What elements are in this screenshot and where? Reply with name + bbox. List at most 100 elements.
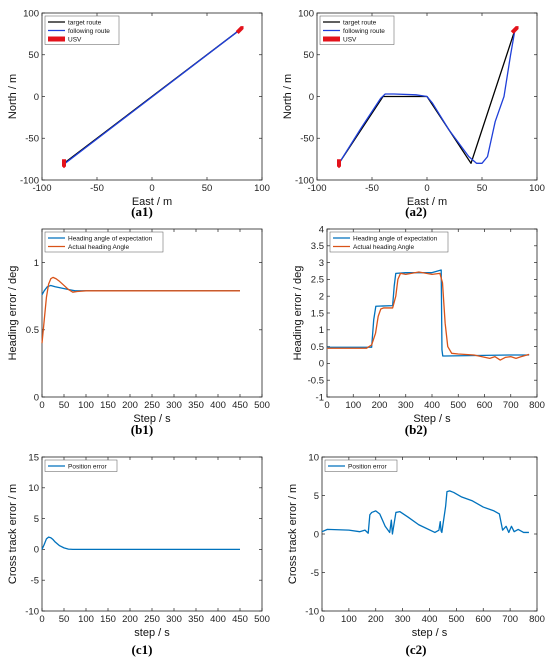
- x-axis-label: East / m: [407, 196, 447, 208]
- x-tick-label: 100: [78, 614, 94, 625]
- x-tick-label: -50: [90, 183, 104, 194]
- chart-b1: 0 50 100 150 200 250 300 350 400 450 500 0 0.5 1 Step …: [0, 222, 275, 440]
- x-tick-label: 350: [188, 614, 204, 625]
- x-tick-label: -100: [307, 183, 326, 194]
- y-axis-label: North / m: [7, 74, 19, 119]
- y-tick-label: -10: [25, 606, 39, 617]
- y-tick-label: 1: [34, 258, 39, 269]
- plot-area: [41, 228, 263, 398]
- y-axis-label: Heading error / deg: [7, 266, 19, 361]
- chart-b2: 0 100 200 300 400 500 600 700 800 -1 -0.5 0 0.5 1 1.5 2…: [275, 222, 550, 440]
- legend-label: Heading angle of expectation: [353, 235, 438, 242]
- legend-swatch: [48, 36, 65, 42]
- y-tick-label: -0.5: [308, 376, 324, 387]
- y-tick-label: 0: [309, 92, 314, 103]
- y-tick-label: 0: [34, 92, 39, 103]
- legend-label: Actual heading Angle: [353, 244, 414, 251]
- x-tick-label: 0: [324, 400, 329, 411]
- x-tick-label: 700: [503, 400, 519, 411]
- x-tick-label: 300: [398, 400, 414, 411]
- y-tick-label: 0: [34, 545, 39, 556]
- x-tick-label: 800: [529, 400, 545, 411]
- y-tick-label: 50: [28, 50, 39, 61]
- legend-label: Position error: [348, 463, 387, 470]
- legend-box: [44, 231, 164, 253]
- x-tick-label: 450: [232, 400, 248, 411]
- legend-box: [44, 459, 118, 472]
- legend-label: target route: [343, 19, 377, 26]
- legend-label: Actual heading Angle: [68, 244, 129, 251]
- y-tick-label: 100: [23, 8, 39, 19]
- x-tick-label: 50: [202, 183, 213, 194]
- chart-b2-svg: 0 100 200 300 400 500 600 700 800 -1 -0.5 0 0.5 1 1.5 2…: [292, 224, 545, 425]
- chart-c1-svg: 0 50 100 150 200 250 300 350 400 450 500 -10 -5 0 5 10 1…: [7, 452, 270, 639]
- x-tick-label: 500: [254, 400, 270, 411]
- chart-c2: 0 100 200 300 400 500 600 700 800 -10 -5 0 5 10 step /…: [275, 444, 550, 662]
- chart-a2-svg: -100 -50 0 50 100 -100 -50 0 50 100 East / m North …: [282, 8, 545, 208]
- caption-c2: (c2): [405, 642, 427, 657]
- x-tick-label: 400: [422, 614, 438, 625]
- y-tick-label: 4: [319, 224, 324, 235]
- x-tick-label: 100: [345, 400, 361, 411]
- usv-marker: [62, 159, 66, 169]
- y-tick-label: -10: [305, 606, 319, 617]
- x-axis-label: Step / s: [413, 413, 451, 425]
- x-tick-label: 400: [424, 400, 440, 411]
- x-tick-label: 500: [448, 614, 464, 625]
- legend-label: following route: [343, 28, 385, 35]
- usv-marker: [235, 26, 244, 34]
- y-tick-label: 0: [314, 529, 319, 540]
- series-line-0: [327, 269, 530, 357]
- series-line-1: [327, 271, 530, 361]
- x-tick-label: 200: [368, 614, 384, 625]
- x-tick-label: 400: [210, 400, 226, 411]
- y-tick-label: 0.5: [26, 325, 39, 336]
- x-tick-label: 250: [144, 400, 160, 411]
- caption-b1: (b1): [130, 422, 154, 437]
- plot-area: [41, 456, 263, 612]
- series-line-0: [321, 490, 529, 535]
- chart-a2: -100 -50 0 50 100 -100 -50 0 50 100 East / m North …: [275, 0, 550, 218]
- x-tick-label: 800: [529, 614, 545, 625]
- x-tick-label: 0: [319, 614, 324, 625]
- y-tick-label: -100: [295, 175, 314, 186]
- y-axis-label: Cross track error / m: [7, 484, 19, 584]
- x-tick-label: 200: [372, 400, 388, 411]
- x-tick-label: 100: [529, 183, 545, 194]
- y-tick-label: 3: [319, 258, 324, 269]
- y-tick-label: 10: [308, 452, 319, 463]
- chart-a1-svg: -100 -50 0 50 100 -100 -50 0 50 100 East / m North …: [7, 8, 270, 208]
- legend-label: target route: [68, 19, 102, 26]
- x-tick-label: 400: [210, 614, 226, 625]
- y-tick-label: 10: [28, 483, 39, 494]
- y-tick-label: -1: [316, 392, 324, 403]
- legend-label: USV: [343, 36, 357, 43]
- legend-box: [324, 459, 398, 472]
- x-tick-label: 0: [149, 183, 154, 194]
- x-tick-label: 100: [254, 183, 270, 194]
- y-tick-label: 5: [314, 491, 319, 502]
- x-tick-label: 600: [477, 400, 493, 411]
- y-tick-label: 0.5: [311, 342, 324, 353]
- x-tick-label: 300: [395, 614, 411, 625]
- x-tick-label: 350: [188, 400, 204, 411]
- caption-a2: (a2): [405, 204, 427, 219]
- caption-c1: (c1): [131, 642, 153, 657]
- legend-label: Position error: [68, 463, 107, 470]
- y-tick-label: 50: [303, 50, 314, 61]
- y-tick-label: -5: [311, 568, 319, 579]
- x-axis-label: Step / s: [133, 413, 171, 425]
- y-tick-label: -50: [300, 134, 314, 145]
- caption-b2: (b2): [404, 422, 428, 437]
- chart-c1: 0 50 100 150 200 250 300 350 400 450 500 -10 -5 0 5 10 1…: [0, 444, 275, 662]
- y-tick-label: 1.5: [311, 308, 324, 319]
- x-tick-label: 200: [122, 400, 138, 411]
- x-tick-label: -100: [32, 183, 51, 194]
- x-tick-label: 50: [59, 400, 70, 411]
- y-axis-label: Cross track error / m: [287, 484, 299, 584]
- x-tick-label: 600: [475, 614, 491, 625]
- x-axis-label: step / s: [412, 627, 448, 639]
- legend-label: following route: [68, 28, 110, 35]
- y-tick-label: -5: [31, 576, 39, 587]
- legend-label: Heading angle of expectation: [68, 235, 153, 242]
